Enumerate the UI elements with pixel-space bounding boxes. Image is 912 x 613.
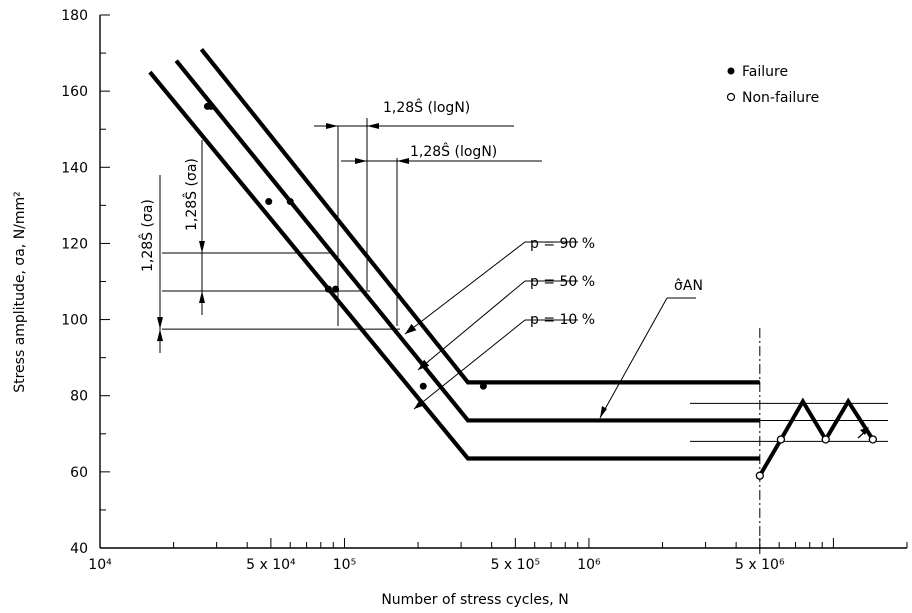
y-tick-label: 80 [70, 389, 88, 405]
nonfailure-point [776, 435, 786, 444]
annotation-logN-upper: 1,28Ŝ (logN) [383, 98, 470, 116]
y-tick-label: 60 [70, 465, 88, 481]
sigma-AN-arrow [600, 406, 607, 418]
legend-failure-marker [727, 67, 735, 75]
series-p10-line [148, 70, 760, 461]
series-layer [148, 47, 875, 477]
sigma-AN-leader [599, 297, 668, 419]
logN-upper-arrow-right [367, 123, 379, 129]
y-tick-label: 40 [70, 541, 88, 557]
sigma-inner-arrow-top [199, 240, 205, 253]
logN-upper-arrow-left [326, 123, 338, 129]
failure-point [419, 382, 427, 390]
legend-failure-label: Failure [742, 64, 788, 80]
legend: Failure Non-failure [726, 64, 819, 106]
failure-point [265, 198, 273, 206]
nonfailure-point [868, 435, 878, 444]
x-tick-label: 10⁴ [88, 557, 112, 573]
failure-point [324, 285, 332, 293]
logN-lower-arrow-left [355, 158, 367, 164]
nonfailure-point [755, 471, 764, 480]
staircase-line [758, 397, 875, 477]
series-p90-line [199, 47, 760, 385]
x-tick-label: 5 x 10⁶ [735, 557, 785, 573]
y-tick-label: 140 [61, 160, 88, 176]
annotation-p10: p = 10 % [530, 312, 595, 328]
points-layer [203, 102, 878, 480]
annotation-logN-lower: 1,28Ŝ (logN) [410, 142, 497, 160]
y-tick-label: 100 [61, 313, 88, 329]
failure-point [286, 198, 294, 206]
axes-layer: 40 60 80 100 120 140 160 180 10⁴ 5 x 10⁴ 10⁵ 5 x 10… [61, 8, 908, 573]
annotation-p50: p = 50 % [530, 274, 595, 290]
nonfailure-point [821, 435, 830, 444]
y-tick-label: 160 [61, 84, 88, 100]
p-label-arrow-2 [414, 398, 426, 409]
sigma-outer-arrow-top [157, 317, 163, 330]
guide-lines-layer [157, 118, 888, 556]
x-tick-label: 10⁵ [333, 557, 356, 573]
y-axis-title: Stress amplitude, σa, N/mm² [12, 191, 28, 393]
logN-lower-arrow-right [397, 158, 409, 164]
annotation-sigma-outer: 1,28Ŝ (σa) [138, 199, 156, 272]
legend-nonfailure-marker [726, 92, 736, 102]
p-label-leader-0 [404, 241, 526, 335]
annotation-sigma-inner: 1,28Ŝ (σa) [182, 158, 200, 231]
sigma-outer-arrow-bottom [157, 329, 163, 342]
series-p50-line [174, 59, 760, 423]
staircase-end-arrow-head [860, 427, 869, 435]
failure-point [479, 382, 487, 390]
annotation-sigma-AN: σ̂AN [674, 278, 703, 294]
annotation-p90: p = 90 % [530, 236, 595, 252]
x-tick-label: 5 x 10⁴ [246, 557, 296, 573]
legend-nonfailure-label: Non-failure [742, 90, 819, 106]
failure-point [332, 285, 340, 293]
sigma-inner-arrow-bottom [199, 291, 205, 304]
p-label-leader-2 [413, 319, 526, 410]
p-label-leader-1 [417, 280, 526, 371]
y-tick-label: 120 [61, 236, 88, 252]
x-tick-label: 10⁶ [577, 557, 601, 573]
y-tick-label: 180 [61, 8, 88, 24]
x-tick-label: 5 x 10⁵ [491, 557, 541, 573]
failure-point [207, 102, 215, 110]
p-label-arrow-0 [405, 323, 417, 334]
x-axis-title: Number of stress cycles, N [381, 592, 568, 608]
